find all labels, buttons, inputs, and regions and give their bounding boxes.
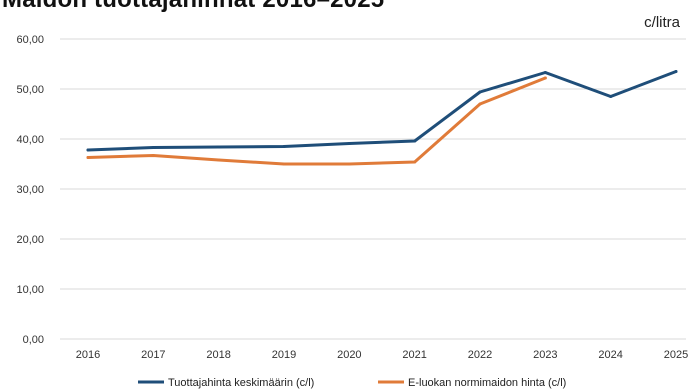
data-point <box>413 160 417 164</box>
legend-label-1: Tuottajahinta keskimäärin (c/l) <box>168 377 314 389</box>
legend-label-2: E-luokan normimaidon hinta (c/l) <box>408 377 566 389</box>
x-axis-ticks: 2016 2017 2018 2019 2020 2021 2022 2023 2024 2025 <box>76 349 688 361</box>
legend: Tuottajahinta keskimäärin (c/l) E-luokan … <box>138 377 566 389</box>
y-axis-ticks: 0,00 10,00 20,00 30,00 40,00 50,00 60,00 <box>16 34 44 346</box>
data-point <box>217 145 221 149</box>
x-tick-label: 2022 <box>468 349 492 361</box>
data-point <box>347 162 351 166</box>
data-point <box>282 162 286 166</box>
data-point <box>478 102 482 106</box>
x-tick-label: 2018 <box>206 349 230 361</box>
data-point <box>609 95 613 98</box>
series-lines <box>86 70 678 166</box>
data-point <box>413 139 417 143</box>
x-tick-label: 2025 <box>664 349 688 361</box>
gridlines <box>60 38 686 340</box>
data-point <box>674 70 678 73</box>
data-point <box>543 76 547 80</box>
x-tick-label: 2024 <box>598 349 622 361</box>
data-point <box>478 90 482 94</box>
data-point <box>86 156 90 159</box>
x-tick-label: 2019 <box>272 349 296 361</box>
data-point <box>151 154 155 157</box>
unit-label: c/litra <box>644 14 680 31</box>
data-point <box>217 158 221 162</box>
y-tick-label: 0,00 <box>23 334 44 346</box>
data-point <box>151 146 155 149</box>
y-tick-label: 50,00 <box>16 84 44 96</box>
data-point <box>282 145 286 148</box>
x-tick-label: 2023 <box>533 349 557 361</box>
chart-title: Maidon tuottajahinnat 2016–2025 <box>2 0 384 14</box>
x-tick-label: 2020 <box>337 349 361 361</box>
series-line-2 <box>86 76 547 166</box>
x-tick-label: 2021 <box>402 349 426 361</box>
x-tick-label: 2016 <box>76 349 100 361</box>
x-tick-label: 2017 <box>141 349 165 361</box>
y-tick-label: 60,00 <box>16 34 44 46</box>
y-tick-label: 40,00 <box>16 134 44 146</box>
y-tick-label: 30,00 <box>16 184 44 196</box>
y-tick-label: 20,00 <box>16 234 44 246</box>
y-tick-label: 10,00 <box>16 284 44 296</box>
series-line-1 <box>86 70 678 152</box>
data-point <box>347 142 351 145</box>
data-point <box>543 71 547 74</box>
data-point <box>86 148 90 152</box>
